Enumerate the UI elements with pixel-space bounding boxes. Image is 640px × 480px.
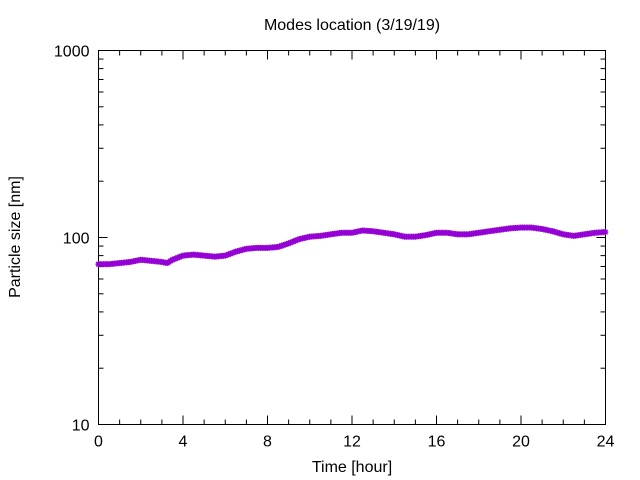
x-tick-label: 8	[263, 434, 272, 451]
x-tick-label: 4	[179, 434, 188, 451]
axis-tick-labels: 0 4 8 12 16 20 24 10 100 1000	[54, 44, 615, 451]
y-axis-label: Particle size [nm]	[7, 176, 24, 298]
data-point	[602, 229, 609, 236]
plot-area-frame	[98, 50, 606, 425]
x-tick-label: 0	[94, 434, 103, 451]
chart-title: Modes location (3/19/19)	[264, 17, 440, 34]
y-tick-label: 100	[63, 231, 90, 248]
x-tick-label: 20	[512, 434, 530, 451]
x-tick-label: 12	[343, 434, 361, 451]
x-tick-label: 24	[597, 434, 615, 451]
y-tick-label: 10	[72, 418, 90, 435]
x-axis-label: Time [hour]	[312, 459, 392, 476]
x-tick-label: 16	[428, 434, 446, 451]
y-tick-label: 1000	[54, 44, 90, 61]
data-series	[95, 224, 609, 268]
axis-ticks	[98, 50, 606, 425]
